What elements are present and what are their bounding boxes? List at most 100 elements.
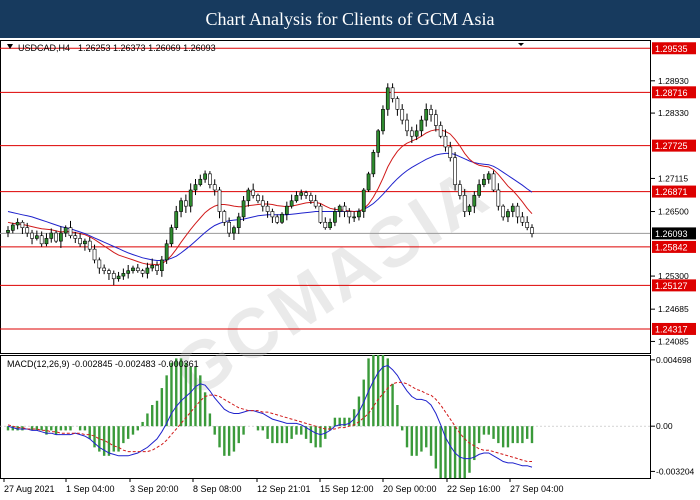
macd-tick-label: 0.004698 xyxy=(656,355,692,365)
candle-body xyxy=(150,265,155,269)
macd-axis: 0.004698 0.00 -0.003204 xyxy=(651,355,695,476)
candle-body xyxy=(140,270,145,274)
candle-body xyxy=(87,240,92,250)
candle-body xyxy=(443,135,448,148)
ma-blue-line xyxy=(7,152,533,261)
candle-body xyxy=(347,211,352,218)
level-label-box xyxy=(652,240,696,253)
time-tick-label: 27 Sep 04:00 xyxy=(510,484,564,494)
ohlc-readout: 1.26253 1.26373 1.26069 1.26093 xyxy=(78,43,216,53)
time-tick-label: 22 Sep 16:00 xyxy=(447,484,501,494)
candle-body xyxy=(246,189,251,202)
candlesticks xyxy=(6,83,534,286)
candle-body xyxy=(97,259,102,269)
candle-body xyxy=(323,221,328,228)
price-axis: 1.29535 1.28716 1.27725 1.26871 1.25842 1.251… xyxy=(651,42,696,346)
candle-body xyxy=(453,157,457,185)
macd-panel-frame xyxy=(0,355,651,479)
level-label-box xyxy=(652,279,696,292)
candle-body xyxy=(525,221,530,228)
candle-body xyxy=(25,227,30,234)
candle-body xyxy=(486,173,491,180)
candle-body xyxy=(116,275,121,280)
candle-body xyxy=(260,200,265,207)
time-tick-label: 3 Sep 20:00 xyxy=(130,484,179,494)
candle-body xyxy=(491,173,496,191)
candle-body xyxy=(328,221,332,228)
candle-body xyxy=(472,195,477,207)
candle-body xyxy=(135,267,140,271)
candle-body xyxy=(34,235,39,239)
candle-body xyxy=(520,216,525,223)
candle-body xyxy=(395,98,400,110)
candle-body xyxy=(429,109,433,115)
candle-body xyxy=(424,109,429,121)
candle-body xyxy=(44,238,49,245)
candle-body xyxy=(145,267,150,274)
candle-body xyxy=(381,109,385,132)
candle-body xyxy=(433,114,438,126)
candle-body xyxy=(203,173,207,180)
time-tick-label: 27 Aug 2021 xyxy=(4,484,55,494)
time-tick-label: 8 Sep 08:00 xyxy=(193,484,242,494)
candle-body xyxy=(193,184,198,191)
candle-body xyxy=(208,173,212,185)
candle-body xyxy=(357,211,361,218)
candle-body xyxy=(49,232,54,239)
candle-body xyxy=(68,227,73,237)
candle-body xyxy=(530,227,534,234)
candle-body xyxy=(174,211,179,228)
candle-body xyxy=(294,195,299,202)
candle-body xyxy=(361,189,366,212)
time-tick-label: 1 Sep 04:00 xyxy=(66,484,115,494)
candle-body xyxy=(467,205,472,212)
candle-body xyxy=(400,109,405,121)
level-label-box xyxy=(652,42,696,55)
level-label-box xyxy=(652,139,696,152)
current-price-label: 1.26093 xyxy=(655,229,688,239)
candle-body xyxy=(284,205,289,215)
macd-plot xyxy=(0,355,650,478)
price-tick-label: 1.24685 xyxy=(658,304,689,314)
time-axis: 27 Aug 2021 1 Sep 04:00 3 Sep 20:00 8 Sep 0… xyxy=(3,478,564,494)
candle-body xyxy=(164,243,169,261)
candle-body xyxy=(73,235,78,239)
candle-body xyxy=(265,205,270,212)
level-label: 1.26871 xyxy=(655,187,688,197)
ma-red-line xyxy=(7,129,533,266)
candle-body xyxy=(78,238,82,245)
candle-body xyxy=(458,184,462,196)
candle-body xyxy=(289,200,294,207)
candle-body xyxy=(280,213,284,223)
candle-body xyxy=(414,130,419,137)
level-label: 1.29535 xyxy=(655,44,688,54)
price-tick-label: 1.25300 xyxy=(658,271,689,281)
time-tick-label: 15 Sep 12:00 xyxy=(320,484,374,494)
level-label: 1.25842 xyxy=(655,242,688,252)
price-tick-label: 1.28330 xyxy=(658,108,689,118)
level-label: 1.24317 xyxy=(655,324,688,334)
candle-body xyxy=(179,200,183,212)
candle-body xyxy=(126,270,131,274)
candle-body xyxy=(83,240,87,245)
candle-body xyxy=(313,200,318,207)
candle-body xyxy=(212,184,217,191)
candle-body xyxy=(159,259,164,271)
level-label-box xyxy=(652,86,696,99)
symbol-dropdown-icon[interactable] xyxy=(7,44,13,49)
macd-label: MACD(12,26,9) -0.002845 -0.002483 -0.000… xyxy=(7,359,199,369)
candle-body xyxy=(222,211,227,223)
candle-body xyxy=(188,189,193,207)
candle-body xyxy=(501,205,506,218)
candle-body xyxy=(510,205,515,212)
candle-body xyxy=(236,216,241,228)
candle-body xyxy=(333,211,337,223)
candle-body xyxy=(270,211,275,218)
candle-body xyxy=(462,195,467,212)
candle-body xyxy=(352,216,356,219)
candle-body xyxy=(15,221,20,226)
candle-body xyxy=(371,152,376,175)
moving-averages xyxy=(7,129,533,266)
candle-body xyxy=(111,273,116,280)
candle-body xyxy=(198,178,203,185)
